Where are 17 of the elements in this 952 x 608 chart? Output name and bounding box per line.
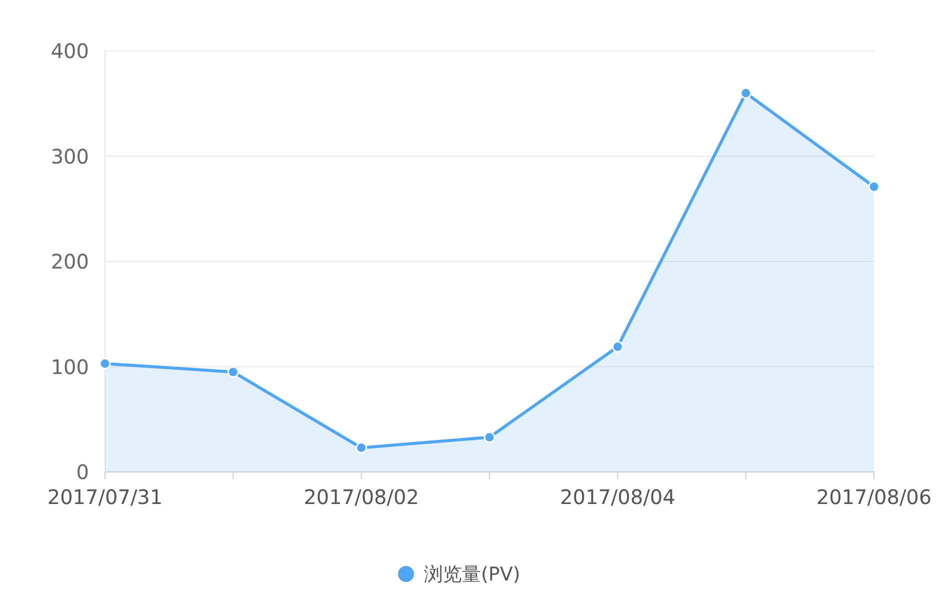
y-tick-label: 0 (76, 460, 89, 484)
legend-label: 浏览量(PV) (424, 564, 520, 586)
point (740, 87, 752, 99)
x-tick-label: 2017/07/31 (47, 485, 163, 509)
point (868, 181, 880, 193)
x-tick-label: 2017/08/06 (816, 485, 932, 509)
y-tick-label: 200 (50, 250, 89, 274)
y-tick-label: 400 (50, 39, 89, 63)
x-tick-label: 2017/08/02 (304, 485, 419, 509)
x-tick-label: 2017/08/04 (560, 485, 676, 509)
point (227, 366, 239, 378)
point (356, 442, 368, 454)
point (612, 341, 624, 353)
point (99, 358, 111, 370)
point (484, 432, 496, 444)
y-tick-label: 100 (50, 354, 89, 379)
y-tick-label: 300 (50, 144, 89, 168)
